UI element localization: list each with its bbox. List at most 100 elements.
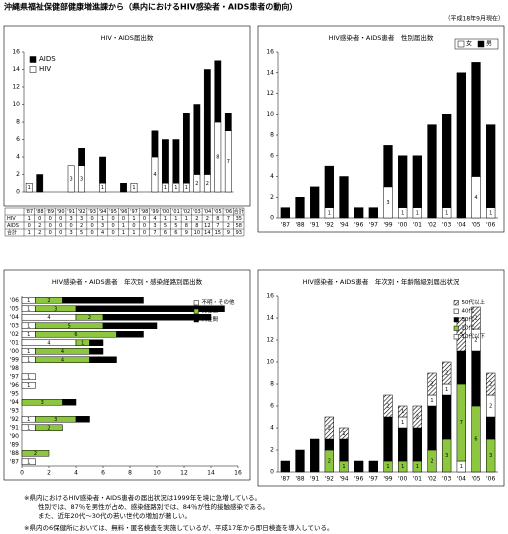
bar (354, 460, 364, 473)
bar (99, 156, 106, 184)
value-label: 3 (54, 417, 57, 423)
table-cell: 6 (174, 230, 177, 236)
x-tick-label: '87 (281, 222, 290, 229)
table-cell: 2 (227, 223, 230, 229)
table-cell: 0 (111, 223, 114, 229)
value-label: 1 (284, 464, 287, 470)
x-tick-label: '06 (486, 222, 495, 229)
table-cell: 1 (185, 216, 188, 222)
table-cell: 0 (70, 223, 73, 229)
value-label: 2 (416, 415, 419, 421)
value-label: 14 (458, 143, 464, 149)
bar (35, 424, 63, 431)
value-label: 1 (284, 210, 287, 216)
y-tick-label: 8 (270, 381, 274, 388)
y-tick-label: 6 (16, 136, 20, 143)
table-cell: 1 (174, 216, 177, 222)
table-cell: 0 (59, 223, 62, 229)
bar (36, 174, 44, 193)
table-cell: 2 (206, 216, 209, 222)
bar (62, 297, 144, 304)
bar (412, 155, 422, 208)
table-cell: 4 (153, 216, 156, 222)
value-label: 1 (122, 185, 125, 191)
value-label: 4 (328, 184, 331, 190)
value-label: 2 (101, 357, 104, 363)
table-cell: 3 (153, 223, 156, 229)
value-label: 8 (489, 164, 492, 170)
legend-swatch (193, 308, 199, 314)
table-cell: 0 (143, 223, 146, 229)
table-header: '98 (141, 209, 149, 215)
bar (172, 139, 180, 184)
value-label: 3 (41, 400, 44, 406)
legend-label: 不明・その他 (202, 298, 236, 306)
bar (486, 124, 496, 208)
bar (442, 114, 452, 208)
bar (151, 130, 159, 158)
legend-label: 50代以上 (462, 298, 486, 306)
table-cell: 8 (185, 223, 188, 229)
legend-swatch (453, 317, 459, 323)
table-cell: 9 (227, 230, 230, 236)
legend-swatch (29, 56, 37, 63)
legend-swatch (193, 317, 199, 323)
y-tick-label: '97 (10, 373, 19, 380)
table-cell: 3 (80, 216, 83, 222)
table-header: '89 (46, 209, 54, 215)
x-tick-label: 16 (234, 470, 242, 477)
value-label: 1 (27, 374, 30, 380)
value-label: 1 (460, 464, 463, 470)
value-label: 1 (27, 383, 30, 389)
value-label: 1 (27, 332, 30, 338)
y-tick-label: 2 (270, 447, 274, 454)
y-tick-label: 8 (16, 119, 20, 126)
y-tick-label: 0 (16, 189, 20, 196)
value-label: 2 (445, 371, 448, 377)
y-tick-label: '00 (10, 348, 19, 355)
x-tick-label: '01 (413, 476, 422, 483)
bar (116, 331, 144, 338)
table-cell: 0 (59, 230, 62, 236)
table-header: '02 (183, 209, 191, 215)
value-label: 3 (54, 306, 57, 312)
x-tick-label: '02 (427, 222, 436, 229)
page-title: 沖縄県福祉保健部健康増進課から（県内におけるHIV感染者・AIDS患者の動向） (4, 2, 297, 12)
value-label: 2 (195, 181, 198, 187)
value-label: 2 (38, 181, 41, 187)
value-label: 1 (328, 210, 331, 216)
value-label: 4 (430, 426, 433, 432)
value-label: 8 (195, 137, 198, 143)
value-label: 4 (386, 437, 389, 443)
legend-swatch (29, 66, 37, 73)
bar (427, 372, 437, 396)
bar (324, 165, 334, 208)
value-label: 5 (416, 179, 419, 185)
bar (75, 305, 225, 312)
x-tick-label: '92 (325, 222, 334, 229)
table-cell: 2 (195, 216, 198, 222)
y-tick-label: 6 (270, 152, 274, 159)
table-cell: 5 (164, 223, 167, 229)
y-tick-label: 14 (12, 66, 20, 73)
x-tick-label: 2 (47, 470, 51, 477)
value-label: 7 (216, 89, 219, 95)
value-label: 1 (95, 349, 98, 355)
y-tick-label: 12 (12, 84, 20, 91)
bar (471, 62, 481, 177)
table-cell: 7 (153, 230, 156, 236)
table-cell: 5 (80, 230, 83, 236)
table-cell: 1 (28, 216, 31, 222)
bar (368, 207, 378, 219)
value-label: 5 (401, 179, 404, 185)
y-tick-label: 2 (270, 194, 274, 201)
value-label: 1 (386, 464, 389, 470)
bar (162, 139, 169, 184)
table-cell: 1 (28, 230, 31, 236)
table-cell: 9 (185, 230, 188, 236)
value-label: 3 (313, 200, 316, 206)
value-label: 3 (153, 141, 156, 147)
table-cell: 1 (132, 216, 135, 222)
table-header: '99 (151, 209, 159, 215)
table-cell: 0 (91, 230, 94, 236)
